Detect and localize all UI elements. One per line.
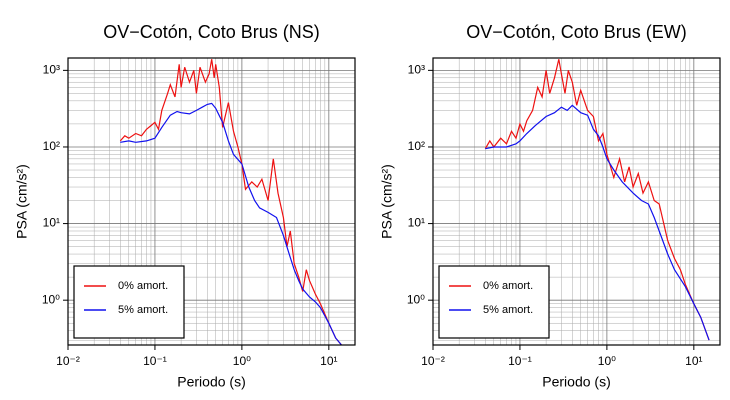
x-tick-label: 10⁻¹ (508, 354, 532, 368)
legend-box (438, 265, 550, 339)
legend-label: 5% amort. (118, 304, 168, 316)
plot-frame (67, 57, 356, 346)
series-line (120, 102, 342, 346)
series-line (119, 59, 342, 346)
x-tick-label: 10⁰ (233, 354, 251, 368)
x-tick-label: 10⁰ (598, 354, 616, 368)
y-tick-label: 10⁰ (42, 292, 60, 306)
y-tick-label: 10² (408, 139, 425, 153)
y-tick-label: 10³ (408, 63, 425, 77)
x-axis-label: Periodo (s) (177, 374, 245, 390)
series-line (484, 59, 710, 341)
y-tick-label: 10¹ (408, 216, 425, 230)
legend-label: 0% amort. (483, 280, 533, 292)
series-line (485, 104, 710, 341)
legend-box (73, 265, 185, 339)
x-tick-label: 10¹ (320, 354, 337, 368)
x-tick-label: 10⁻² (421, 354, 445, 368)
y-tick-label: 10³ (43, 63, 60, 77)
x-tick-label: 10⁻¹ (143, 354, 167, 368)
y-tick-label: 10⁰ (407, 292, 425, 306)
y-tick-label: 10² (43, 139, 60, 153)
y-tick-label: 10¹ (43, 216, 60, 230)
legend-label: 5% amort. (483, 304, 533, 316)
x-axis-label: Periodo (s) (542, 374, 610, 390)
x-tick-label: 10¹ (685, 354, 702, 368)
chart-title: OV−Cotón, Coto Brus (EW) (466, 22, 687, 42)
y-axis-label: PSA (cm/s²) (379, 164, 395, 239)
x-tick-label: 10⁻² (56, 354, 80, 368)
legend-label: 0% amort. (118, 280, 168, 292)
chart-title: OV−Cotón, Coto Brus (NS) (103, 22, 320, 42)
y-axis-label: PSA (cm/s²) (14, 164, 30, 239)
plot-frame (432, 57, 721, 346)
